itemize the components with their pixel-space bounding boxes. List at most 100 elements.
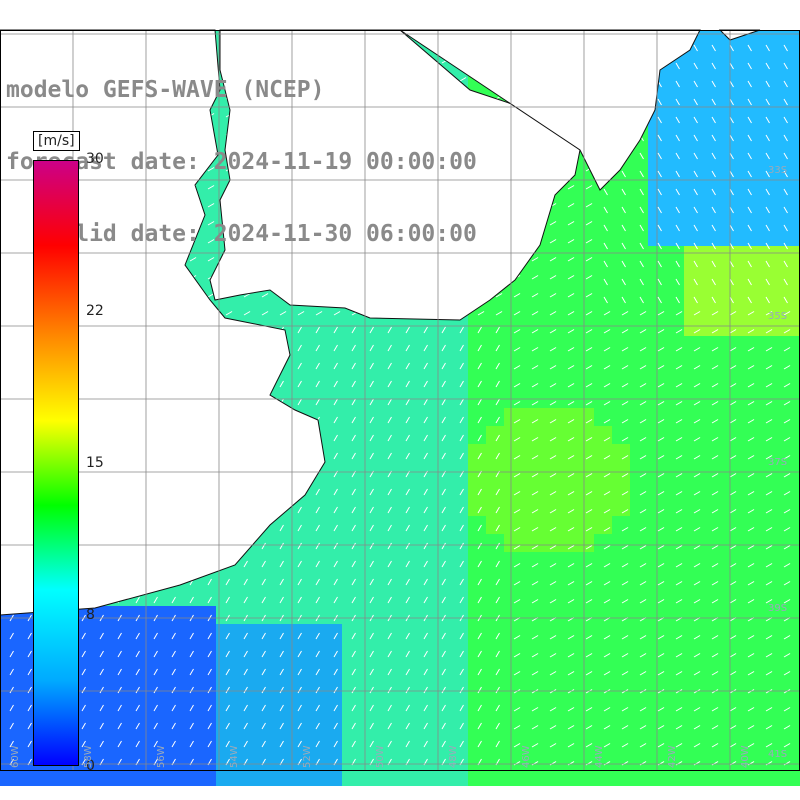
wind-arrow — [243, 686, 248, 694]
wind-cell — [540, 768, 558, 786]
wind-cell — [486, 336, 504, 354]
wind-cell — [414, 498, 432, 516]
wind-cell — [666, 174, 684, 192]
wind-cell — [612, 426, 630, 444]
wind-arrow — [513, 527, 521, 532]
wind-arrow — [459, 650, 464, 658]
wind-cell — [774, 138, 792, 156]
wind-cell — [558, 300, 576, 318]
wind-arrow — [459, 344, 464, 352]
wind-cell — [486, 498, 504, 516]
wind-arrow — [207, 167, 215, 172]
wind-arrow — [279, 560, 284, 568]
wind-cell — [702, 210, 720, 228]
wind-arrow — [657, 206, 662, 214]
wind-arrow — [603, 437, 611, 442]
wind-arrow — [711, 170, 716, 178]
wind-cell — [468, 642, 486, 660]
wind-arrow — [495, 632, 500, 640]
wind-cell — [702, 498, 720, 516]
wind-cell — [720, 120, 738, 138]
wind-cell — [684, 300, 702, 318]
wind-cell — [414, 750, 432, 768]
wind-arrow — [441, 632, 446, 640]
wind-arrow — [567, 257, 575, 262]
wind-cell — [450, 498, 468, 516]
wind-cell — [774, 696, 792, 714]
land-mass — [0, 29, 761, 616]
wind-arrow — [783, 278, 788, 286]
wind-arrow — [315, 398, 320, 406]
wind-cell — [306, 750, 324, 768]
wind-cell — [630, 534, 648, 552]
wind-arrow — [171, 740, 176, 748]
wind-cell — [612, 606, 630, 624]
wind-arrow — [99, 740, 104, 748]
wind-cell — [378, 624, 396, 642]
wind-cell — [738, 120, 756, 138]
wind-arrow — [297, 344, 302, 352]
wind-arrow — [675, 242, 680, 250]
wind-cell — [792, 732, 800, 750]
wind-cell — [738, 318, 756, 336]
wind-arrow — [603, 653, 611, 658]
wind-cell — [540, 444, 558, 462]
wind-arrow — [333, 722, 338, 730]
wind-cell — [72, 768, 90, 786]
wind-arrow — [351, 434, 356, 442]
wind-cell — [666, 138, 684, 156]
wind-cell — [612, 516, 630, 534]
wind-cell — [108, 624, 126, 642]
wind-arrow — [387, 668, 392, 676]
wind-cell — [720, 606, 738, 624]
wind-arrow — [189, 722, 194, 730]
wind-arrow — [315, 686, 320, 694]
wind-cell — [306, 318, 324, 336]
wind-arrow — [675, 527, 683, 532]
wind-cell — [342, 678, 360, 696]
wind-arrow — [261, 542, 266, 550]
wind-cell — [504, 300, 522, 318]
wind-cell — [738, 210, 756, 228]
wind-arrow — [387, 398, 392, 406]
wind-cell — [216, 696, 234, 714]
wind-arrow — [657, 707, 665, 712]
wind-cell — [90, 678, 108, 696]
wind-arrow — [693, 278, 698, 286]
wind-cell — [720, 228, 738, 246]
wind-cell — [18, 660, 36, 678]
wind-arrow — [135, 668, 140, 676]
wind-arrow — [405, 578, 410, 586]
wind-arrow — [459, 362, 464, 370]
wind-arrow — [549, 365, 557, 370]
wind-cell — [720, 552, 738, 570]
wind-cell — [666, 156, 684, 174]
wind-arrow — [603, 347, 611, 352]
wind-arrow — [153, 596, 158, 604]
wind-arrow — [675, 98, 680, 106]
wind-cell — [594, 534, 612, 552]
wind-arrow — [459, 326, 464, 334]
wind-cell — [684, 192, 702, 210]
wind-arrow — [639, 671, 647, 676]
wind-cell — [684, 570, 702, 588]
wind-cell — [0, 678, 18, 696]
wind-cell — [774, 264, 792, 282]
wind-arrow — [207, 185, 215, 190]
wind-cell — [414, 426, 432, 444]
wind-cell — [594, 498, 612, 516]
wind-cell — [792, 570, 800, 588]
wind-arrow — [27, 650, 32, 658]
wind-cell — [720, 282, 738, 300]
wind-arrow — [657, 491, 665, 496]
wind-cell — [270, 750, 288, 768]
wind-arrow — [261, 722, 266, 730]
wind-cell — [756, 156, 774, 174]
wind-arrow — [765, 383, 773, 388]
wind-arrow — [621, 599, 629, 604]
wind-cell — [378, 696, 396, 714]
wind-arrow — [423, 416, 428, 424]
wind-arrow — [117, 722, 122, 730]
wind-arrow — [693, 509, 701, 514]
wind-arrow — [531, 599, 539, 604]
